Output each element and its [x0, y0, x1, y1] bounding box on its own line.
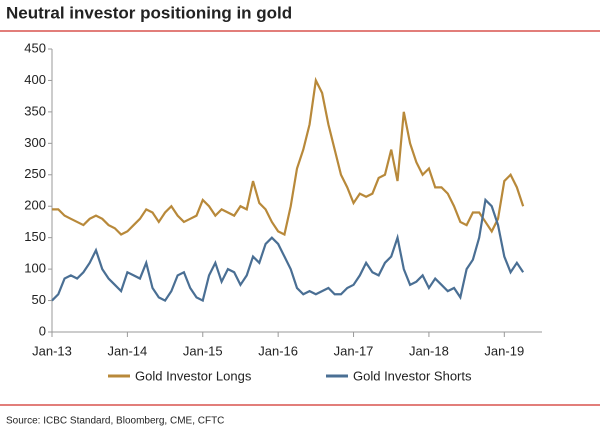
- series-line: [51, 197, 525, 303]
- legend-label: Gold Investor Shorts: [353, 368, 472, 383]
- legend-label: Gold Investor Longs: [135, 368, 252, 383]
- y-tick-label: 0: [39, 323, 46, 338]
- x-tick-label: Jan-14: [108, 343, 148, 358]
- y-tick-label: 200: [24, 198, 46, 213]
- y-tick-label: 450: [24, 40, 46, 55]
- x-tick-label: Jan-15: [183, 343, 223, 358]
- x-tick-label: Jan-16: [258, 343, 298, 358]
- x-tick-label: Jan-18: [409, 343, 449, 358]
- y-tick-label: 400: [24, 72, 46, 87]
- x-tick-label: Jan-13: [32, 343, 72, 358]
- y-tick-label: 350: [24, 103, 46, 118]
- x-tick-label: Jan-19: [484, 343, 524, 358]
- y-tick-label: 50: [32, 292, 46, 307]
- y-tick-label: 250: [24, 166, 46, 181]
- y-tick-label: 150: [24, 229, 46, 244]
- series-line: [52, 76, 525, 237]
- source: Source: ICBC Standard, Bloomberg, CME, C…: [6, 416, 224, 427]
- x-tick-label: Jan-17: [334, 343, 374, 358]
- chart-title: Neutral investor positioning in gold: [6, 3, 292, 22]
- y-tick-label: 100: [24, 261, 46, 276]
- y-tick-label: 300: [24, 135, 46, 150]
